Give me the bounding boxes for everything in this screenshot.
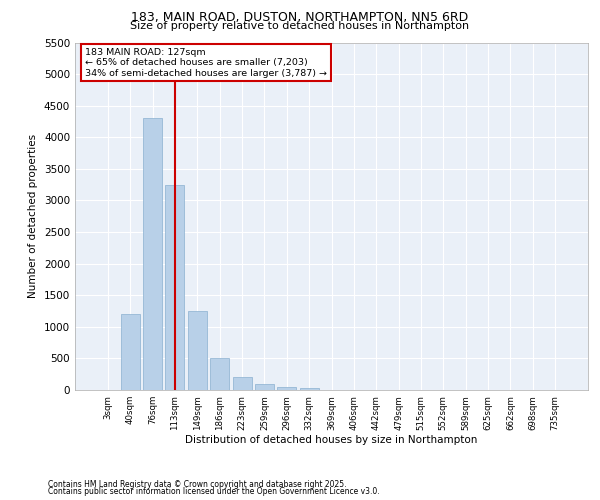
Bar <box>233 378 251 390</box>
Y-axis label: Number of detached properties: Number of detached properties <box>28 134 38 298</box>
Bar <box>121 314 140 390</box>
Bar <box>210 358 229 390</box>
Text: Contains HM Land Registry data © Crown copyright and database right 2025.: Contains HM Land Registry data © Crown c… <box>48 480 347 489</box>
Bar <box>188 311 207 390</box>
Text: Contains public sector information licensed under the Open Government Licence v3: Contains public sector information licen… <box>48 488 380 496</box>
Text: 183 MAIN ROAD: 127sqm
← 65% of detached houses are smaller (7,203)
34% of semi-d: 183 MAIN ROAD: 127sqm ← 65% of detached … <box>85 48 327 78</box>
Text: 183, MAIN ROAD, DUSTON, NORTHAMPTON, NN5 6RD: 183, MAIN ROAD, DUSTON, NORTHAMPTON, NN5… <box>131 11 469 24</box>
Bar <box>299 388 319 390</box>
Text: Size of property relative to detached houses in Northampton: Size of property relative to detached ho… <box>130 21 470 31</box>
Bar <box>143 118 162 390</box>
Bar <box>255 384 274 390</box>
Bar <box>277 387 296 390</box>
X-axis label: Distribution of detached houses by size in Northampton: Distribution of detached houses by size … <box>185 436 478 446</box>
Bar <box>166 184 184 390</box>
